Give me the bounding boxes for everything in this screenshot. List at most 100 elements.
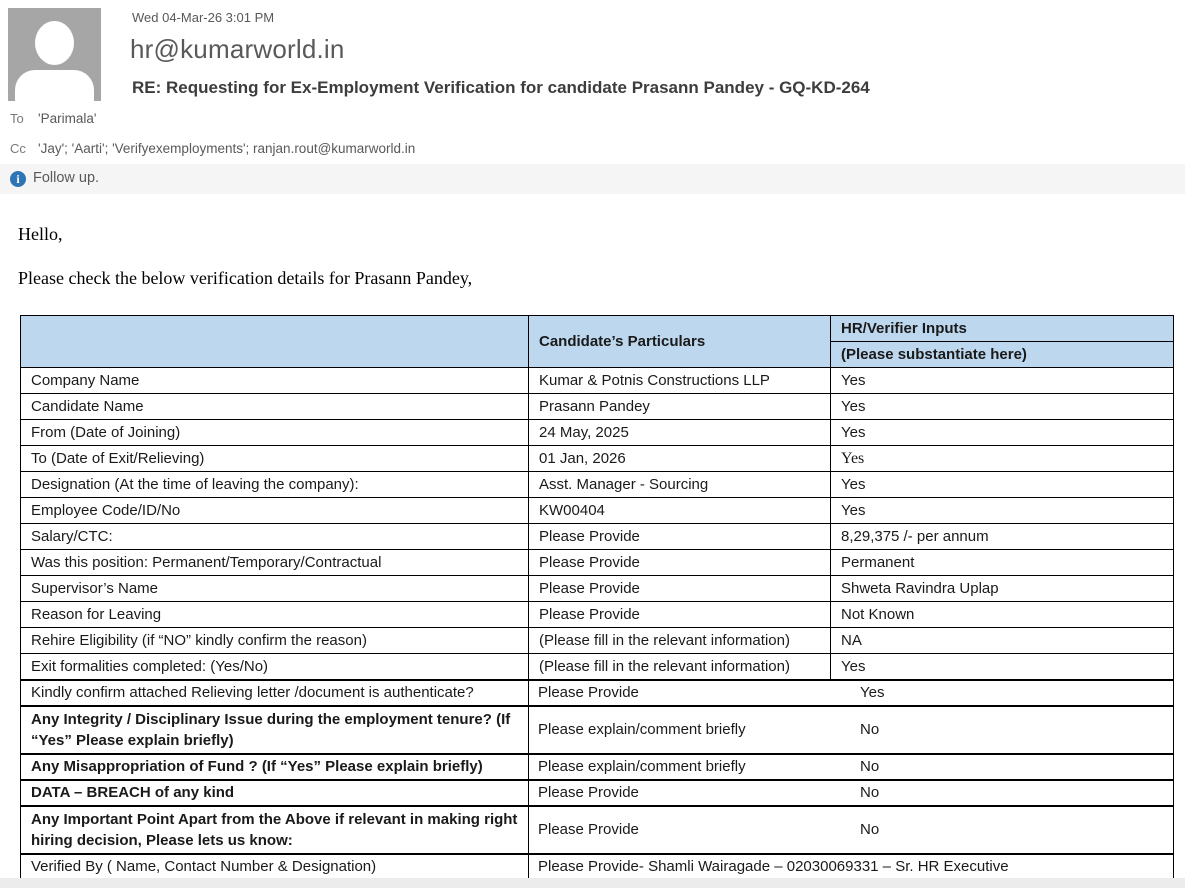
row-input: Yes: [830, 653, 1174, 680]
row-input: Yes: [830, 471, 1174, 498]
row-label: Rehire Eligibility (if “NO” kindly confi…: [20, 627, 529, 654]
row-label: Verified By ( Name, Contact Number & Des…: [20, 852, 529, 881]
row-particulars: Please Provide: [528, 523, 831, 550]
row-label: Designation (At the time of leaving the …: [20, 471, 529, 498]
row-particulars: 24 May, 2025: [528, 419, 831, 446]
cc-recipients[interactable]: 'Jay'; 'Aarti'; 'Verifyexemployments'; r…: [38, 141, 416, 156]
header-hr-verifier-inputs: HR/Verifier Inputs: [830, 315, 1174, 342]
table-row: Company Name Kumar & Potnis Construction…: [20, 367, 1174, 394]
row-label: Was this position: Permanent/Temporary/C…: [20, 549, 529, 576]
row-label: Candidate Name: [20, 393, 529, 420]
email-timestamp: Wed 04-Mar-26 3:01 PM: [132, 10, 275, 25]
row-input: No: [860, 721, 880, 738]
avatar-person-icon: [35, 21, 74, 65]
row-particulars: Please Provide: [528, 575, 831, 602]
row-particulars: (Please fill in the relevant information…: [528, 653, 831, 680]
sender-email[interactable]: hr@kumarworld.in: [130, 34, 345, 64]
header-please-substantiate: (Please substantiate here): [830, 341, 1174, 368]
row-merged-cell: Please explain/comment briefly No: [528, 752, 1174, 781]
row-merged-cell: Please Provide Yes: [528, 678, 1174, 707]
row-input: Not Known: [830, 601, 1174, 628]
row-input: Yes: [830, 419, 1174, 446]
row-label: Reason for Leaving: [20, 601, 529, 628]
row-particulars: Please Provide: [528, 601, 831, 628]
row-input: Permanent: [830, 549, 1174, 576]
table-row: Rehire Eligibility (if “NO” kindly confi…: [20, 627, 1174, 654]
row-input: No: [860, 784, 880, 801]
table-header-row: Candidate’s Particulars HR/Verifier Inpu…: [20, 315, 1174, 368]
info-icon: i: [10, 171, 26, 187]
row-particulars: Asst. Manager - Sourcing: [528, 471, 831, 498]
header-candidates-particulars: Candidate’s Particulars: [528, 315, 831, 368]
row-particulars: 01 Jan, 2026: [528, 445, 831, 472]
cc-label: Cc: [10, 141, 26, 156]
table-row: Kindly confirm attached Relieving letter…: [20, 678, 1174, 707]
bottom-scroll-strip: [0, 878, 1185, 888]
followup-bar: i Follow up.: [0, 164, 1185, 194]
row-label: Salary/CTC:: [20, 523, 529, 550]
row-label: From (Date of Joining): [20, 419, 529, 446]
row-input: NA: [830, 627, 1174, 654]
to-row: To 'Parimala': [0, 111, 1185, 131]
row-label: Any Important Point Apart from the Above…: [20, 804, 529, 855]
sender-avatar: [8, 8, 101, 101]
row-merged-cell: Please explain/comment briefly No: [528, 704, 1174, 755]
table-row: Supervisor’s Name Please Provide Shweta …: [20, 575, 1174, 602]
table-row: Candidate Name Prasann Pandey Yes: [20, 393, 1174, 420]
greeting-text: Hello,: [18, 224, 63, 244]
row-particulars: Please Provide: [528, 549, 831, 576]
followup-text: Follow up.: [33, 170, 100, 186]
table-row: Designation (At the time of leaving the …: [20, 471, 1174, 498]
row-merged-cell: Please Provide No: [528, 804, 1174, 855]
table-row: From (Date of Joining) 24 May, 2025 Yes: [20, 419, 1174, 446]
table-row: Any Important Point Apart from the Above…: [20, 804, 1174, 855]
row-input: No: [860, 821, 880, 838]
table-row: Verified By ( Name, Contact Number & Des…: [20, 852, 1174, 881]
row-particulars: Please Provide: [538, 858, 639, 875]
row-particulars: Please Provide: [538, 784, 639, 801]
row-input: 8,29,375 /- per annum: [830, 523, 1174, 550]
row-input: Yes: [860, 684, 885, 701]
row-label: Any Integrity / Disciplinary Issue durin…: [20, 704, 529, 755]
row-input: No: [860, 758, 880, 775]
row-input: Yes: [830, 445, 1174, 472]
row-label: DATA – BREACH of any kind: [20, 778, 529, 807]
row-particulars: Please explain/comment briefly: [538, 758, 746, 775]
row-label: Any Misappropriation of Fund ? (If “Yes”…: [20, 752, 529, 781]
row-input: Yes: [830, 393, 1174, 420]
row-merged-cell: Please Provide No: [528, 778, 1174, 807]
to-recipients[interactable]: 'Parimala': [38, 111, 97, 126]
row-particulars: Please Provide: [538, 821, 639, 838]
verification-table: Candidate’s Particulars HR/Verifier Inpu…: [20, 315, 1174, 881]
row-merged-cell: Please Provide- Shamli Wairagade – 02030…: [528, 852, 1174, 881]
table-row: Employee Code/ID/No KW00404 Yes: [20, 497, 1174, 524]
table-row: DATA – BREACH of any kind Please Provide…: [20, 778, 1174, 807]
row-particulars: Prasann Pandey: [528, 393, 831, 420]
row-input: Yes: [830, 497, 1174, 524]
intro-text: Please check the below verification deta…: [18, 268, 473, 288]
row-particulars: Please explain/comment briefly: [538, 721, 746, 738]
table-row: Was this position: Permanent/Temporary/C…: [20, 549, 1174, 576]
row-label: Company Name: [20, 367, 529, 394]
row-particulars: Please Provide: [538, 684, 639, 701]
row-label: To (Date of Exit/Relieving): [20, 445, 529, 472]
cc-row: Cc 'Jay'; 'Aarti'; 'Verifyexemployments'…: [0, 141, 1185, 161]
row-input: Shweta Ravindra Uplap: [830, 575, 1174, 602]
email-subject: RE: Requesting for Ex-Employment Verific…: [132, 78, 870, 97]
row-particulars: Kumar & Potnis Constructions LLP: [528, 367, 831, 394]
row-input: Yes: [830, 367, 1174, 394]
row-label: Supervisor’s Name: [20, 575, 529, 602]
row-input: - Shamli Wairagade – 02030069331 – Sr. H…: [638, 858, 1009, 875]
table-row: To (Date of Exit/Relieving) 01 Jan, 2026…: [20, 445, 1174, 472]
row-particulars: (Please fill in the relevant information…: [528, 627, 831, 654]
avatar-person-icon-body: [15, 70, 94, 101]
table-row: Any Misappropriation of Fund ? (If “Yes”…: [20, 752, 1174, 781]
table-header-row-2: (Please substantiate here): [21, 341, 1174, 368]
row-label: Kindly confirm attached Relieving letter…: [20, 678, 529, 707]
table-row: Reason for Leaving Please Provide Not Kn…: [20, 601, 1174, 628]
row-label: Employee Code/ID/No: [20, 497, 529, 524]
table-row: Salary/CTC: Please Provide 8,29,375 /- p…: [20, 523, 1174, 550]
table-row: Exit formalities completed: (Yes/No) (Pl…: [20, 653, 1174, 680]
row-label: Exit formalities completed: (Yes/No): [20, 653, 529, 680]
